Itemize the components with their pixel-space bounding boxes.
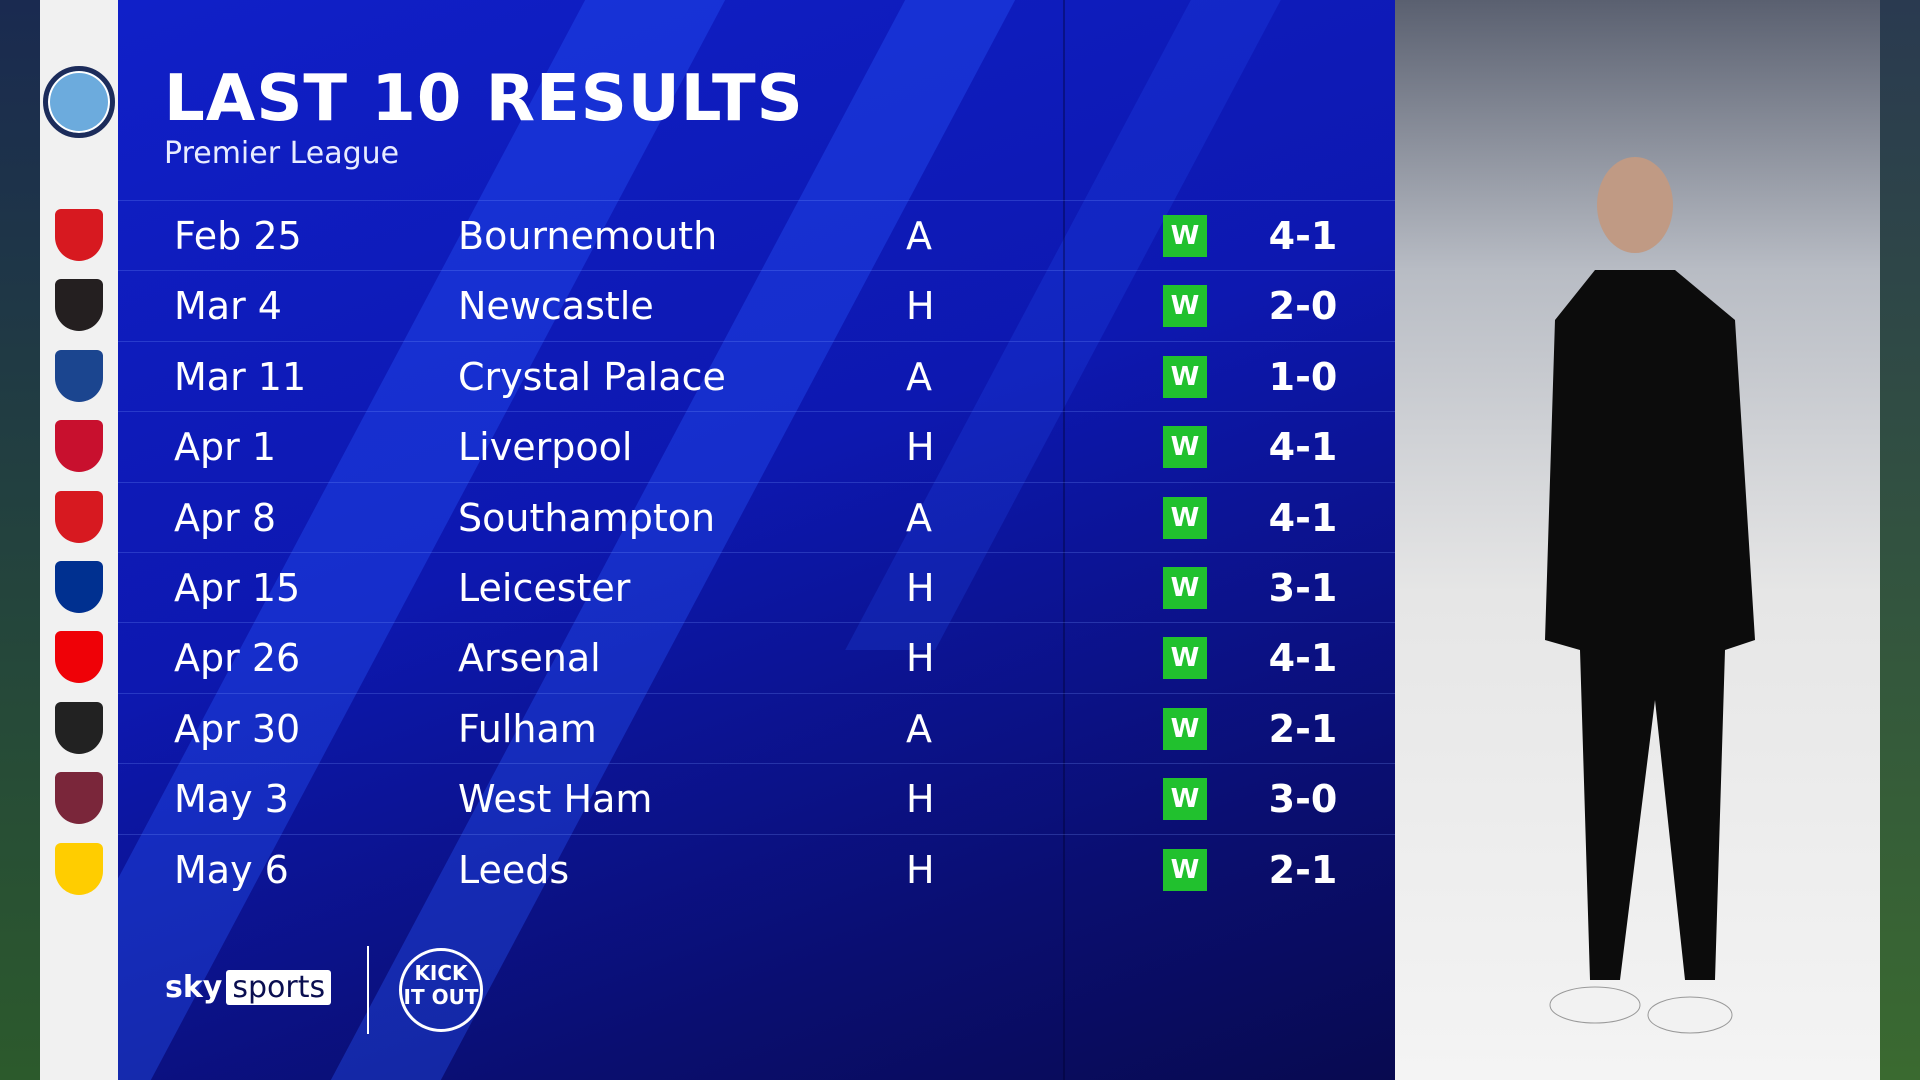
opponent-name: Liverpool: [458, 425, 633, 470]
leicester-crest-icon: [55, 561, 103, 613]
fulham-crest-icon: [55, 701, 103, 754]
column-divider: [1063, 0, 1065, 1080]
match-date: Apr 26: [174, 636, 301, 681]
result-badge: W: [1163, 848, 1207, 891]
result-badge: W: [1163, 285, 1207, 328]
manager-photo: [1395, 0, 1880, 1080]
opponent-name: Fulham: [458, 706, 597, 751]
logo-divider: [367, 946, 369, 1034]
opponent-name: Leicester: [458, 566, 631, 610]
opponent-name: Bournemouth: [458, 214, 718, 258]
match-date: Mar 11: [174, 354, 307, 399]
venue: A: [906, 214, 932, 258]
score: 2-1: [1268, 847, 1338, 892]
opponent-name: Crystal Palace: [458, 354, 726, 399]
competition-subtitle: Premier League: [164, 136, 400, 171]
sports-text: sports: [226, 970, 332, 1005]
newcastle-crest-icon: [55, 279, 103, 332]
opponent-name: Southampton: [458, 495, 716, 540]
result-badge: W: [1163, 426, 1207, 469]
score: 2-1: [1268, 706, 1338, 751]
score: 4-1: [1268, 495, 1338, 540]
result-badge: W: [1163, 567, 1207, 609]
manager-silhouette-icon: [1545, 157, 1755, 1034]
stadium-background-right: [1880, 0, 1920, 1080]
venue: H: [906, 777, 935, 822]
score: 3-0: [1268, 777, 1338, 822]
result-badge: W: [1163, 778, 1207, 821]
score: 2-0: [1268, 284, 1338, 329]
stadium-background-left: [0, 0, 40, 1080]
arsenal-crest-icon: [55, 631, 103, 684]
result-row: May 6 Leeds H W 2-1: [118, 833, 1395, 904]
opponent-name: Arsenal: [458, 636, 601, 681]
match-date: Apr 8: [174, 495, 276, 540]
opponent-name: Newcastle: [458, 284, 654, 329]
result-row: May 3 West Ham H W 3-0: [118, 763, 1395, 833]
result-badge: W: [1163, 637, 1207, 680]
venue: H: [906, 425, 935, 470]
venue: A: [906, 706, 932, 751]
kick-it-out-logo: KICK IT OUT: [399, 948, 483, 1032]
score: 4-1: [1268, 214, 1338, 258]
result-badge: W: [1163, 707, 1207, 750]
venue: H: [906, 566, 935, 610]
sky-sports-logo: sky sports: [165, 970, 332, 1005]
score: 1-0: [1268, 354, 1338, 399]
venue: H: [906, 847, 935, 892]
result-row: Apr 1 Liverpool H W 4-1: [118, 411, 1395, 481]
result-row: Apr 26 Arsenal H W 4-1: [118, 622, 1395, 692]
venue: A: [906, 354, 932, 399]
result-row: Apr 30 Fulham A W 2-1: [118, 692, 1395, 763]
result-badge: W: [1163, 355, 1207, 398]
liverpool-crest-icon: [55, 420, 103, 473]
west-ham-crest-icon: [55, 772, 103, 825]
leeds-crest-icon: [55, 842, 103, 895]
venue: H: [906, 284, 935, 329]
result-row: Mar 4 Newcastle H W 2-0: [118, 270, 1395, 340]
page-title: LAST 10 RESULTS: [164, 62, 804, 136]
venue: H: [906, 636, 935, 681]
opponent-name: Leeds: [458, 847, 570, 892]
result-row: Apr 8 Southampton A W 4-1: [118, 481, 1395, 552]
match-date: Apr 30: [174, 706, 301, 751]
result-row: Feb 25 Bournemouth A W 4-1: [118, 200, 1395, 270]
match-date: Apr 15: [174, 566, 301, 610]
match-date: May 6: [174, 847, 289, 892]
southampton-crest-icon: [55, 490, 103, 543]
venue: A: [906, 495, 932, 540]
sky-text: sky: [165, 970, 223, 1005]
score: 4-1: [1268, 425, 1338, 470]
match-date: May 3: [174, 777, 289, 822]
bournemouth-crest-icon: [55, 209, 103, 261]
score: 4-1: [1268, 636, 1338, 681]
result-badge: W: [1163, 496, 1207, 539]
match-date: Feb 25: [174, 214, 302, 258]
results-panel: LAST 10 RESULTS Premier League Feb 25 Bo…: [118, 0, 1395, 1080]
match-date: Apr 1: [174, 425, 276, 470]
result-badge: W: [1163, 215, 1207, 257]
match-date: Mar 4: [174, 284, 282, 329]
manchester-city-crest-icon: [43, 66, 115, 138]
crest-column: [40, 0, 118, 1080]
result-row: Apr 15 Leicester H W 3-1: [118, 552, 1395, 622]
crystal-palace-crest-icon: [55, 349, 103, 402]
opponent-name: West Ham: [458, 777, 653, 822]
score: 3-1: [1268, 566, 1338, 610]
result-row: Mar 11 Crystal Palace A W 1-0: [118, 340, 1395, 411]
